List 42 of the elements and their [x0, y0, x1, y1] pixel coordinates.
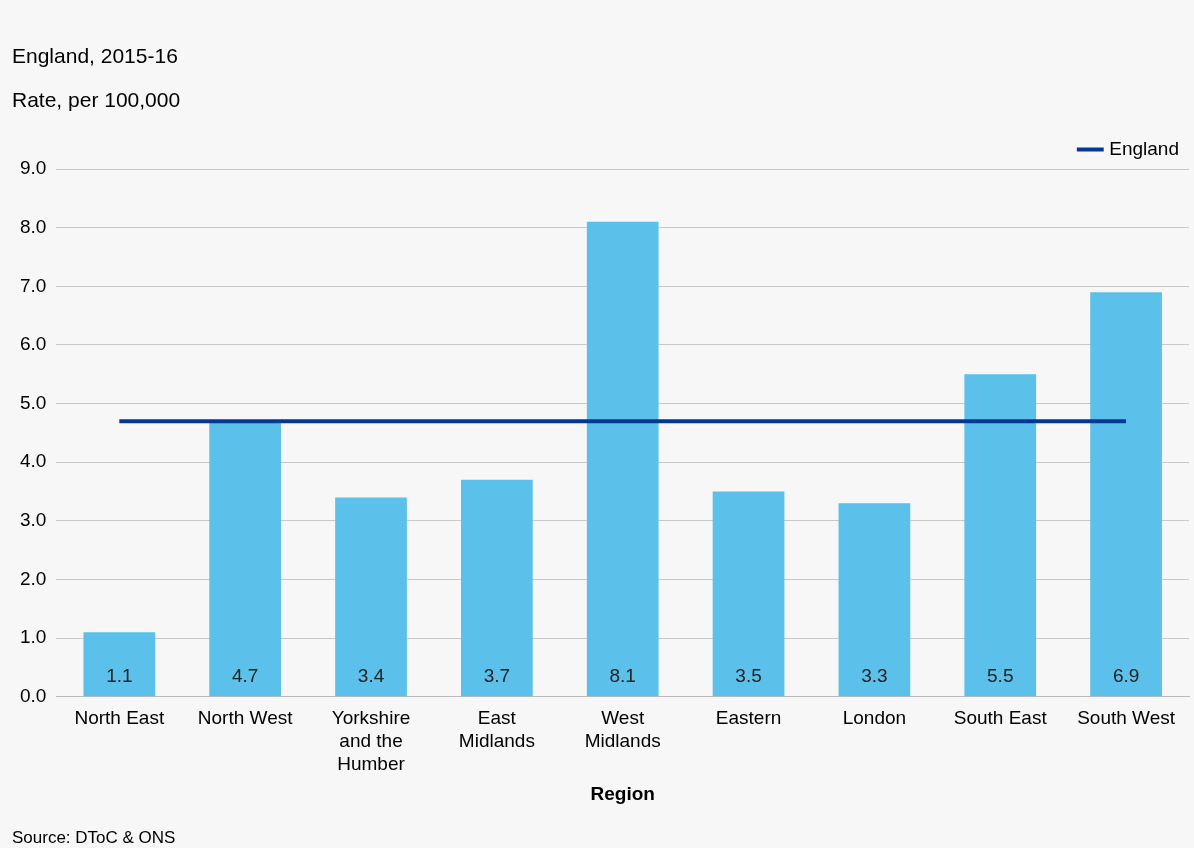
bar: [586, 221, 659, 697]
y-tick-label: 9.0: [19, 157, 47, 179]
bar: [83, 632, 156, 697]
data-label: 3.4: [357, 664, 385, 686]
x-tick-label: Eastern: [715, 707, 782, 729]
y-axis-title: Rate, per 100,000: [12, 88, 181, 112]
bar: [964, 374, 1037, 697]
data-label: 6.9: [1112, 664, 1140, 686]
chart-title: England, 2015-16: [12, 44, 178, 68]
y-tick-label: 4.0: [19, 450, 47, 472]
data-label: 3.5: [735, 664, 762, 686]
y-tick-label: 1.0: [19, 626, 47, 648]
data-label: 5.5: [987, 664, 1014, 686]
x-tick-label: West Midlands: [584, 707, 661, 752]
x-tick-label: London: [842, 707, 907, 729]
x-tick-label: North East: [74, 707, 165, 729]
y-tick-label: 6.0: [19, 333, 47, 355]
legend-label: England: [1109, 137, 1180, 159]
data-label: 3.3: [861, 664, 888, 686]
x-tick-label: North West: [197, 707, 294, 729]
bar: [838, 503, 911, 697]
source-note: Source: DToC & ONS: [12, 828, 176, 848]
y-tick-label: 0.0: [19, 685, 47, 707]
x-tick-label: Yorkshire and the Humber: [331, 707, 411, 775]
data-label: 1.1: [106, 664, 133, 686]
data-label: 4.7: [231, 664, 259, 686]
bar: [461, 479, 533, 697]
y-tick-label: 3.0: [19, 509, 47, 531]
y-tick-label: 7.0: [19, 274, 47, 296]
bar: [712, 491, 785, 697]
x-tick-label: South West: [1077, 707, 1176, 729]
bar: [335, 497, 407, 697]
y-tick-label: 8.0: [19, 215, 47, 237]
bar: [1090, 292, 1162, 697]
y-tick-label: 5.0: [19, 391, 47, 413]
x-tick-label: South East: [953, 707, 1048, 729]
data-label: 8.1: [609, 664, 636, 686]
x-axis-title: Region: [590, 782, 655, 804]
bar: [209, 421, 282, 697]
data-label: 3.7: [483, 664, 511, 686]
x-tick-label: East Midlands: [458, 707, 535, 752]
y-tick-label: 2.0: [19, 567, 47, 589]
